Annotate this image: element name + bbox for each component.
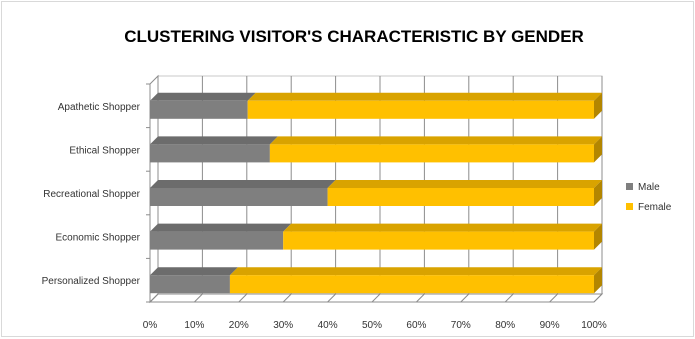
category-label: Personalized Shopper [42, 276, 141, 287]
x-tick-label: 0% [143, 320, 158, 331]
bar-female-apathetic-shopper [247, 92, 602, 119]
x-tick-label: 50% [362, 320, 382, 331]
x-tick-label: 30% [273, 320, 293, 331]
x-tick-label: 20% [229, 320, 249, 331]
floor-gridline [549, 293, 558, 303]
legend-label-male: Male [638, 182, 660, 193]
bar-male-economic-shopper [150, 223, 292, 250]
category-label: Apathetic Shopper [58, 102, 141, 113]
x-tick-label: 10% [184, 320, 204, 331]
x-tick-label: 90% [540, 320, 560, 331]
x-tick-label: 80% [495, 320, 515, 331]
x-tick-label: 60% [406, 320, 426, 331]
floor-gridline [327, 293, 336, 303]
floor-gridline [593, 293, 603, 303]
floor-gridline [460, 293, 470, 303]
floor-gridline [238, 293, 248, 303]
category-label: Ethical Shopper [69, 145, 140, 156]
bar-male-personalized-shopper [150, 267, 238, 294]
floor-gridline [504, 293, 514, 303]
bar-female-recreational-shopper [327, 180, 602, 206]
floor-gridline [416, 293, 425, 303]
bar-female-economic-shopper [283, 223, 602, 250]
floor-gridline [371, 293, 381, 303]
bar-female-ethical-shopper [269, 136, 602, 163]
bar-male-ethical-shopper [150, 136, 278, 163]
bar-male-apathetic-shopper [150, 92, 256, 119]
x-tick-label: 40% [318, 320, 338, 331]
x-axis-ticks: 0% 10% 20% 30% 40% 50% 60% 70% 80% 90% 100% [143, 320, 607, 331]
floor-gridline [194, 293, 203, 303]
bar-female-personalized-shopper [229, 267, 603, 294]
legend-swatch-male [626, 183, 633, 190]
x-tick-label: 70% [451, 320, 471, 331]
legend-swatch-female [626, 203, 633, 210]
category-label: Economic Shopper [56, 233, 141, 244]
x-tick-label: 100% [581, 320, 607, 331]
floor-gridline [149, 293, 159, 303]
legend-label-female: Female [638, 202, 672, 213]
floor-gridline [282, 293, 292, 303]
category-label: Recreational Shopper [43, 189, 140, 200]
category-labels: Apathetic Shopper Ethical Shopper Recreati… [42, 102, 141, 287]
bar-male-recreational-shopper [150, 180, 336, 206]
legend: Male Female [626, 182, 672, 213]
bars [150, 92, 603, 294]
chart-title: CLUSTERING VISITOR'S CHARACTERISTIC BY G… [124, 27, 584, 46]
